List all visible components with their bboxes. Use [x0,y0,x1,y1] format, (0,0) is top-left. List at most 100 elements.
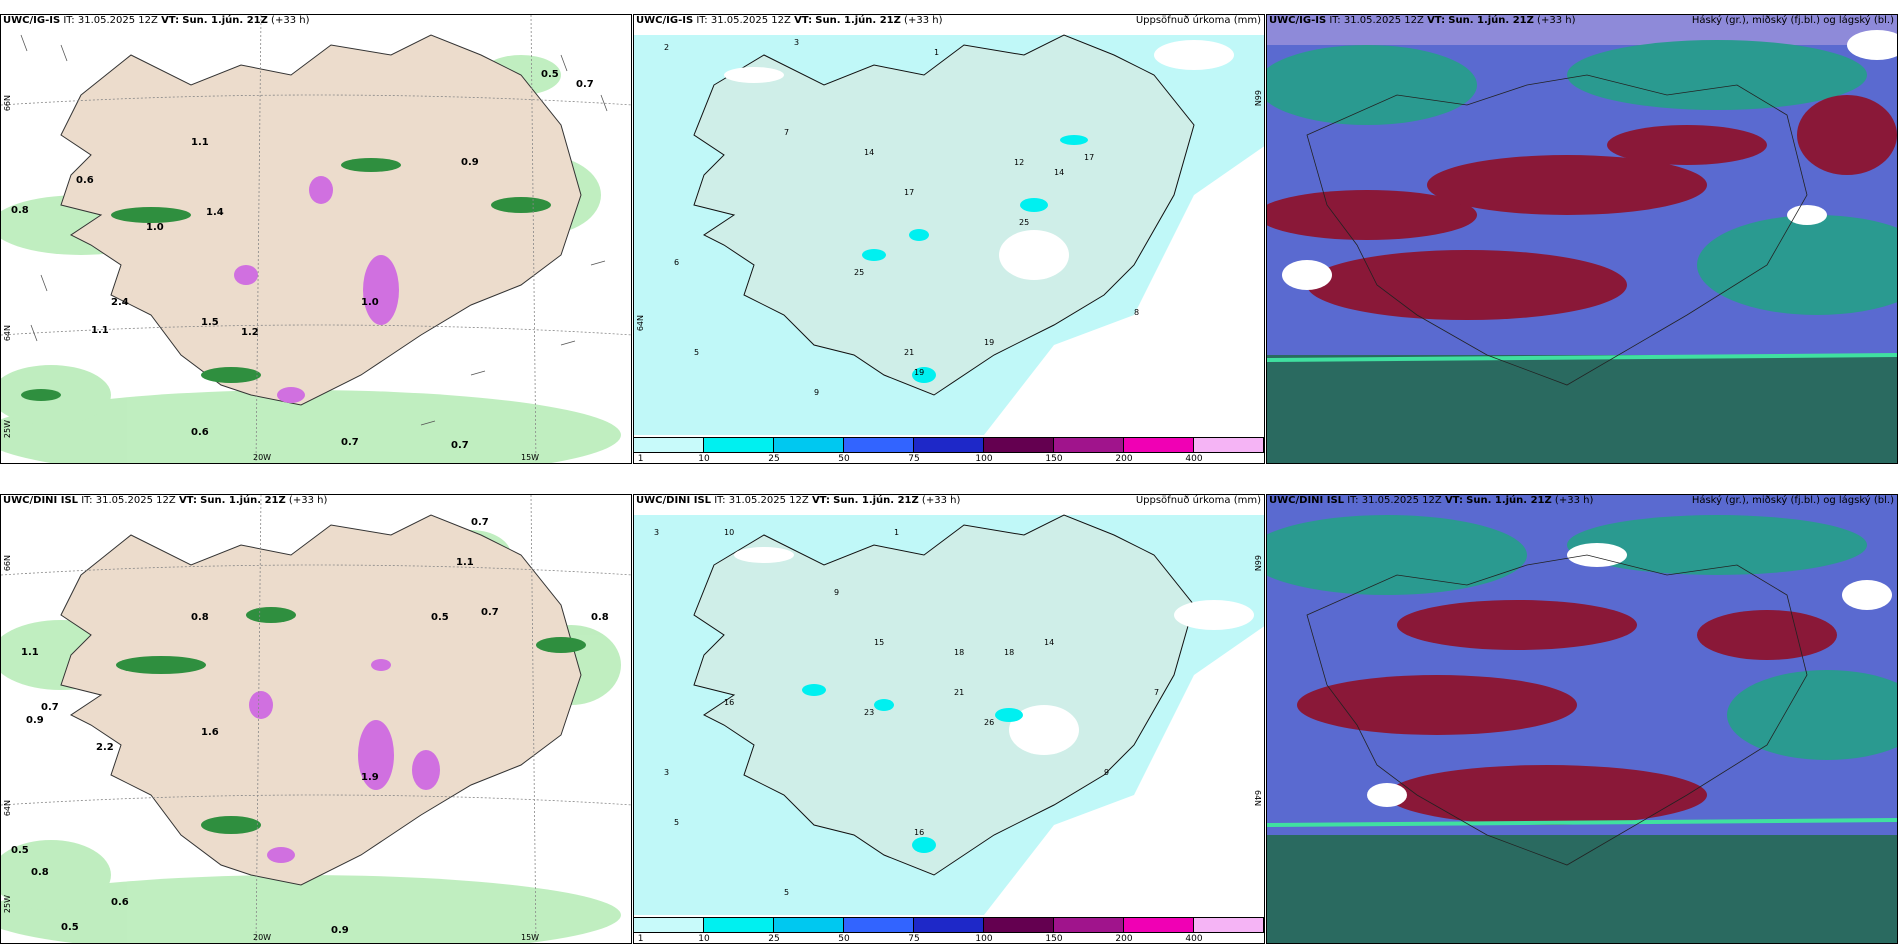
iceland-outline-bottom [693,514,1195,876]
svg-text:0.8: 0.8 [591,612,609,623]
svg-text:0.6: 0.6 [76,175,94,186]
colorbar-cell [1054,438,1124,452]
colorbar-label: 50 [838,934,850,944]
svg-text:5: 5 [784,888,789,897]
svg-text:16: 16 [724,698,734,707]
svg-text:14: 14 [864,148,874,157]
svg-text:0.5: 0.5 [61,922,79,933]
lat-label-64n: 64N [636,315,645,332]
colorbar-label: 200 [1115,454,1133,464]
svg-text:7: 7 [784,128,789,137]
svg-text:15: 15 [874,638,884,647]
iceland-land-top [60,34,582,406]
wind-map-bottom: 0.7 1.1 0.8 0.7 0.5 1.1 0.7 0.9 0.8 2.2 … [1,495,631,943]
lon-label-25w: 25W [3,420,12,439]
colorbar-cell [1124,438,1194,452]
lon-label-20w: 20W [253,933,272,942]
svg-text:1.1: 1.1 [191,137,209,148]
colorbar-cell [1124,918,1194,932]
svg-text:3: 3 [664,768,669,777]
svg-text:2.4: 2.4 [111,297,129,308]
svg-text:0.5: 0.5 [541,69,559,80]
colorbar-cell [984,438,1054,452]
svg-text:1.0: 1.0 [361,297,379,308]
svg-text:17: 17 [904,188,914,197]
svg-text:0.7: 0.7 [481,607,499,618]
svg-text:5: 5 [674,818,679,827]
colorbar-label: 100 [975,934,993,944]
colorbar-label: 150 [1045,454,1063,464]
svg-text:19: 19 [984,338,994,347]
lat-label-66n: 66N [1253,555,1262,572]
svg-text:19: 19 [914,368,924,377]
lat-label-66n: 66N [3,555,12,572]
svg-text:18: 18 [1004,648,1014,657]
colorbar-cell [774,438,844,452]
svg-text:3: 3 [794,38,799,47]
panel-variable-title: Uppsöfnuð úrkoma (mm) [1135,15,1261,26]
svg-text:23: 23 [864,708,874,717]
panel-title: UWC/IG-IS IT: 31.05.2025 12Z VT: Sun. 1.… [636,15,943,26]
svg-text:1.9: 1.9 [361,772,379,783]
colorbar-cell [984,918,1054,932]
svg-text:17: 17 [1084,153,1094,162]
svg-text:21: 21 [904,348,914,357]
precip-map-bottom: 3 10 1 9 15 18 18 14 21 26 23 16 16 3 5 5 7 9 [634,495,1264,915]
colorbar-label: 400 [1185,454,1203,464]
svg-text:1.2: 1.2 [241,327,259,338]
lon-label-20w: 20W [253,453,272,462]
panel-variable-title: Háský (gr.), miðský (fj.bl.) og lágský (… [1691,495,1894,506]
colorbar-label: 150 [1045,934,1063,944]
svg-text:5: 5 [694,348,699,357]
svg-text:0.7: 0.7 [576,79,594,90]
colorbar-label: 1 [637,454,644,464]
colorbar-cell [704,438,774,452]
colorbar-label: 10 [698,454,710,464]
colorbar-cell [844,438,914,452]
svg-text:0.7: 0.7 [451,440,469,451]
svg-text:0.8: 0.8 [191,612,209,623]
colorbar-label: 25 [768,454,780,464]
colorbar-cell [844,918,914,932]
svg-text:9: 9 [814,388,819,397]
precip-colorbar: 1 10 25 50 75 100 150 200 400 [634,435,1264,463]
svg-text:2: 2 [664,43,669,52]
svg-text:6: 6 [674,258,679,267]
svg-text:9: 9 [834,588,839,597]
svg-text:0.8: 0.8 [31,867,49,878]
svg-text:1: 1 [934,48,939,57]
colorbar-cell [774,918,844,932]
lon-label-25w: 25W [3,895,12,914]
lat-label-64n: 64N [3,800,12,817]
svg-text:12: 12 [1014,158,1024,167]
panel-title: UWC/DINI ISL IT: 31.05.2025 12Z VT: Sun.… [3,495,328,506]
svg-text:1.0: 1.0 [146,222,164,233]
colorbar-cell [914,438,984,452]
colorbar-cell [914,918,984,932]
svg-text:0.9: 0.9 [26,715,44,726]
wind-map-top: 0.5 0.7 0.9 1.1 0.6 0.8 1.0 1.4 2.4 1.5 … [1,15,631,463]
svg-text:16: 16 [914,828,924,837]
svg-text:0.9: 0.9 [461,157,479,168]
svg-text:1: 1 [894,528,899,537]
colorbar-label: 75 [908,454,920,464]
svg-text:0.8: 0.8 [11,205,29,216]
lon-label-15w: 15W [521,453,540,462]
colorbar-label: 75 [908,934,920,944]
cloud-panel-top: UWC/IG-IS IT: 31.05.2025 12Z VT: Sun. 1.… [1266,14,1898,464]
iceland-land-bottom [60,514,582,886]
panel-variable-title: Uppsöfnuð úrkoma (mm) [1135,495,1261,506]
panel-title: UWC/IG-IS IT: 31.05.2025 12Z VT: Sun. 1.… [3,15,310,26]
svg-text:0.5: 0.5 [11,845,29,856]
precip-colorbar: 1 10 25 50 75 100 150 200 400 [634,915,1264,943]
svg-text:25: 25 [854,268,864,277]
colorbar-label: 400 [1185,934,1203,944]
colorbar-cell [1194,918,1264,932]
panel-variable-title: Háský (gr.), miðský (fj.bl.) og lágský (… [1691,15,1894,26]
colorbar-label: 10 [698,934,710,944]
svg-text:1.5: 1.5 [201,317,219,328]
svg-text:14: 14 [1044,638,1054,647]
svg-text:1.1: 1.1 [456,557,474,568]
lat-label-64n: 64N [1253,790,1262,807]
